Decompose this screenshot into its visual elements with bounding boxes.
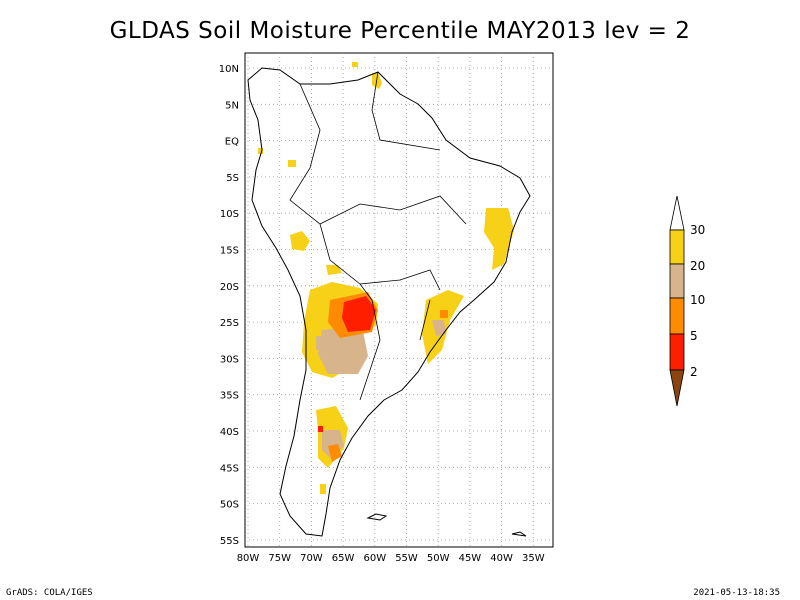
lat-tick-label: 5N xyxy=(225,100,239,111)
legend-label-30: 30 xyxy=(690,223,705,237)
lon-tick-label: 70W xyxy=(300,553,323,564)
lat-tick-label: 45S xyxy=(220,463,239,474)
lon-tick-label: 35W xyxy=(522,553,545,564)
legend-label-2: 2 xyxy=(690,365,698,379)
lon-tick-label: 80W xyxy=(237,553,260,564)
lat-tick-label: 30S xyxy=(220,354,239,365)
footer-timestamp: 2021-05-13-18:35 xyxy=(693,588,780,598)
lat-tick-label: 10S xyxy=(220,209,239,220)
lon-tick-label: 45W xyxy=(459,553,482,564)
legend-swatch-20 xyxy=(669,263,685,299)
legend-swatch-10 xyxy=(669,297,685,335)
shade-region-tan xyxy=(318,326,368,374)
latitude-tick-labels: 10N 5N EQ 5S 10S 15S 20S 25S 30S 35S 40S 45S 50S 55S xyxy=(219,64,239,547)
lat-tick-label: 20S xyxy=(220,282,239,293)
lat-tick-label: 10N xyxy=(219,64,239,75)
shade-region-tan xyxy=(432,320,446,336)
south-georgia xyxy=(511,531,527,537)
footer-grads-credit: GrADS: COLA/IGES xyxy=(6,588,93,598)
legend-swatch-30 xyxy=(669,229,685,265)
lat-tick-label: 40S xyxy=(220,427,239,438)
shade-region-orange xyxy=(328,444,342,462)
lat-tick-label: 35S xyxy=(220,391,239,402)
lat-tick-label: 50S xyxy=(220,500,239,511)
shade-region-red xyxy=(342,296,376,332)
longitude-tick-labels: 80W 75W 70W 65W 60W 55W 50W 45W 40W 35W xyxy=(237,553,545,564)
country-borders xyxy=(289,71,467,401)
legend-top-triangle xyxy=(669,195,685,231)
lon-tick-label: 40W xyxy=(490,553,513,564)
shade-region-yellow xyxy=(290,231,310,251)
lon-tick-label: 75W xyxy=(268,553,291,564)
lon-tick-label: 55W xyxy=(395,553,418,564)
legend-swatch-5 xyxy=(669,333,685,371)
lat-tick-label: 5S xyxy=(226,173,239,184)
legend-label-20: 20 xyxy=(690,259,705,273)
lon-tick-label: 50W xyxy=(427,553,450,564)
shade-region-yellow xyxy=(352,62,358,67)
legend-label-10: 10 xyxy=(690,293,705,307)
plot-frame xyxy=(244,52,554,548)
lon-tick-label: 60W xyxy=(363,553,386,564)
legend-label-5: 5 xyxy=(690,329,698,343)
falkland-islands xyxy=(366,513,388,521)
shade-region-red xyxy=(318,426,323,432)
shade-region-yellow xyxy=(372,73,382,89)
lat-tick-label: 15S xyxy=(220,246,239,257)
shade-region-tan xyxy=(316,336,328,350)
lon-tick-label: 65W xyxy=(332,553,355,564)
shade-region-yellow xyxy=(484,208,514,270)
lat-tick-label: EQ xyxy=(225,137,239,148)
shade-region-yellow xyxy=(288,160,296,167)
shade-region-orange xyxy=(440,310,448,318)
legend-colorbar: 30 20 10 5 2 xyxy=(669,195,705,407)
map-gridlines xyxy=(245,53,553,547)
legend-bottom-triangle xyxy=(669,369,685,407)
percentile-shading xyxy=(258,62,514,494)
shade-region-yellow xyxy=(320,484,326,494)
shade-region-yellow xyxy=(326,265,342,275)
lat-tick-label: 25S xyxy=(220,318,239,329)
south-america-coastline xyxy=(247,67,531,537)
chart-title: GLDAS Soil Moisture Percentile MAY2013 l… xyxy=(109,18,691,44)
shade-region-tan xyxy=(322,430,344,458)
lat-tick-label: 55S xyxy=(220,536,239,547)
